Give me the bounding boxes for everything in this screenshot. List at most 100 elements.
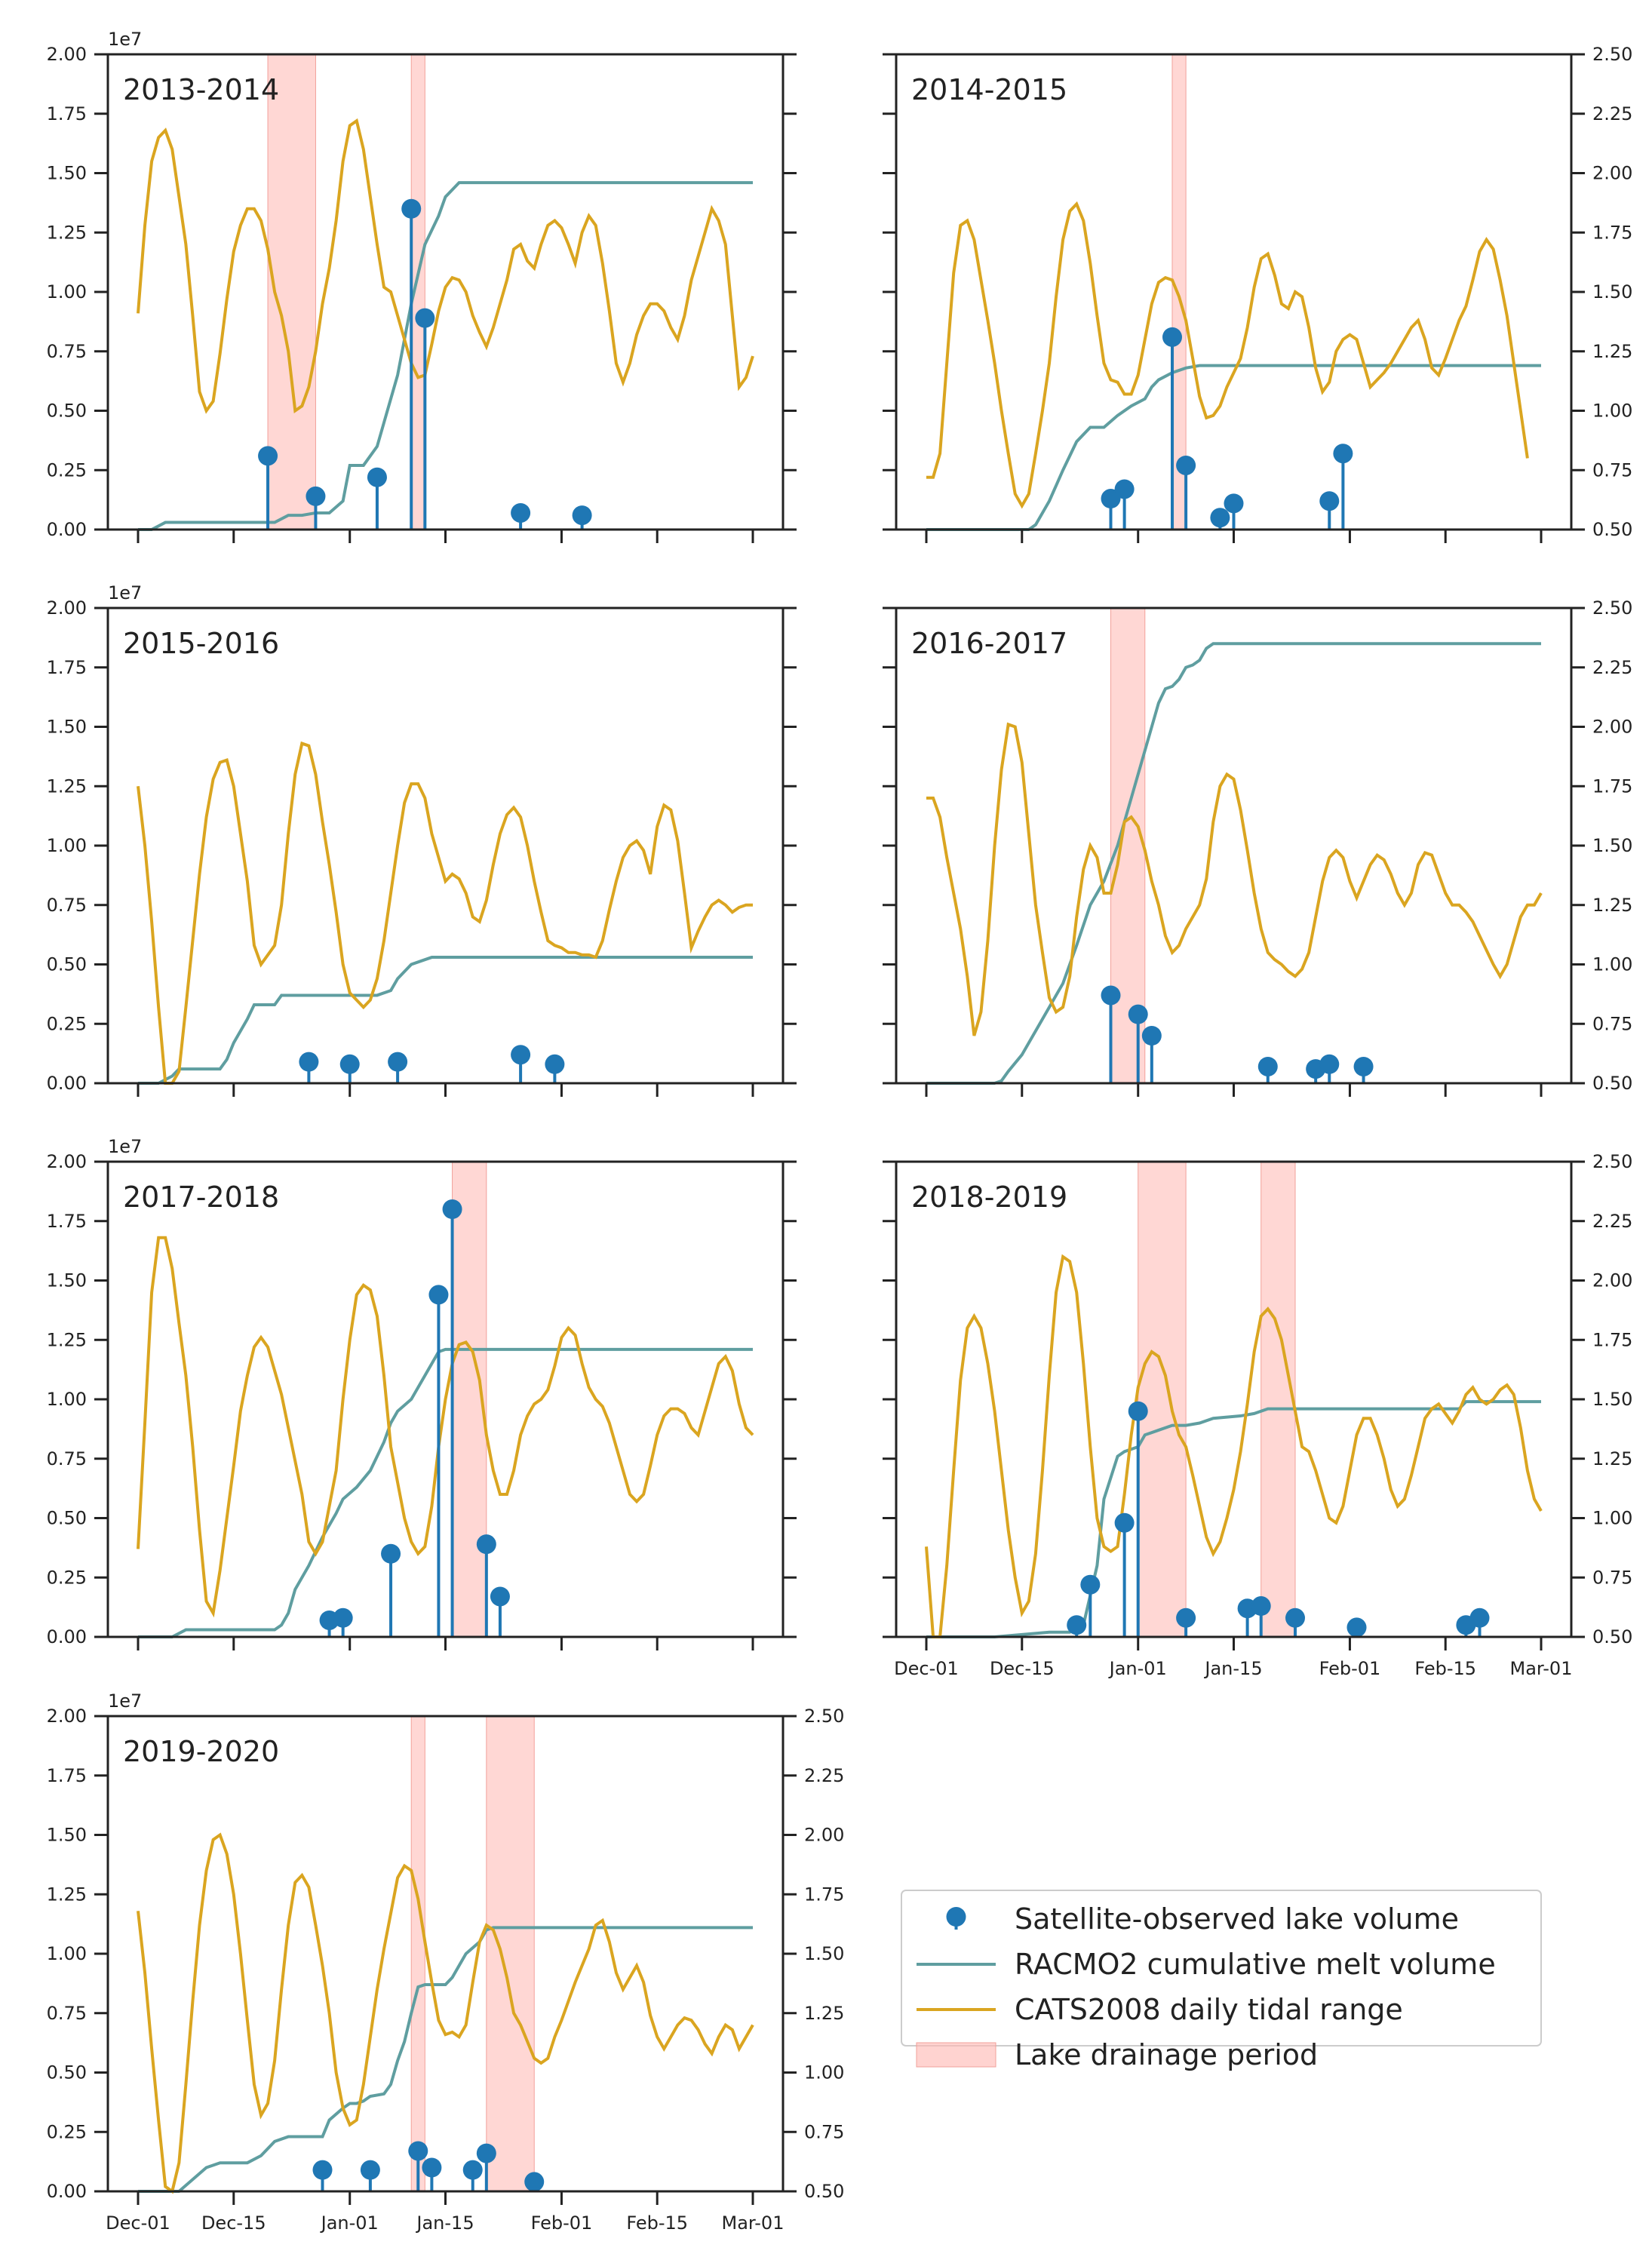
x-tick-label: Dec-15 bbox=[990, 1658, 1055, 1679]
axes-frame bbox=[895, 606, 1573, 1085]
right-tick-label: 1.00 bbox=[1592, 1508, 1632, 1529]
lake-point bbox=[1251, 1596, 1271, 1617]
lake-point bbox=[476, 1534, 496, 1555]
left-tick-label: 0.50 bbox=[47, 401, 87, 422]
lake-point bbox=[1176, 455, 1196, 475]
lake-point bbox=[442, 1199, 462, 1219]
right-tick-label: 0.50 bbox=[804, 2181, 844, 2202]
legend: Satellite-observed lake volume RACMO2 cum… bbox=[901, 1890, 1542, 2071]
lake-point bbox=[1176, 1607, 1196, 1628]
left-tick-label: 1.75 bbox=[47, 1211, 87, 1232]
left-tick-label: 0.50 bbox=[47, 1508, 87, 1529]
panel-2013-2014: 0.00 0.25 0.50 0.75 1.00 1.25 1.50 1.75 2.00 1e7 2… bbox=[47, 29, 797, 543]
panel-2019-2020: 0.00 0.25 0.50 0.75 1.00 1.25 1.50 1.75 2.00 1e7 0… bbox=[47, 1690, 845, 2234]
lake-point bbox=[1224, 493, 1244, 514]
lake-point bbox=[401, 198, 422, 219]
lake-point bbox=[476, 2143, 496, 2163]
lake-point bbox=[1080, 1574, 1101, 1595]
lake-point bbox=[415, 308, 435, 328]
lake-point bbox=[1469, 1607, 1490, 1628]
panel-2017-2018: 0.00 0.25 0.50 0.75 1.00 1.25 1.50 1.75 2.00 1e7 2… bbox=[47, 1136, 797, 1650]
right-tick-label: 2.00 bbox=[804, 1825, 844, 1846]
tide-series-line bbox=[925, 1254, 1543, 1638]
lake-point bbox=[511, 502, 531, 523]
lake-point bbox=[381, 1543, 401, 1564]
x-tick-label: Jan-15 bbox=[1203, 1658, 1262, 1679]
right-tick-label: 1.25 bbox=[1592, 895, 1632, 916]
lake-point bbox=[1114, 479, 1135, 499]
right-tick-label: 0.75 bbox=[804, 2121, 844, 2142]
panel-title: 2015-2016 bbox=[123, 627, 279, 660]
lake-point bbox=[312, 2160, 333, 2180]
tide-series-line bbox=[926, 722, 1543, 1036]
axes-frame bbox=[106, 606, 785, 1085]
tide-series-line bbox=[137, 1832, 754, 2194]
right-tick-label: 2.50 bbox=[1592, 597, 1632, 619]
lake-point bbox=[1319, 491, 1340, 511]
tide-series-line bbox=[137, 118, 754, 414]
lake-point bbox=[1210, 508, 1230, 528]
left-tick-label: 0.25 bbox=[47, 459, 87, 481]
left-axis-multiplier: 1e7 bbox=[108, 1690, 142, 1712]
tide-series-line bbox=[137, 741, 753, 1085]
left-tick-label: 0.00 bbox=[47, 1073, 87, 1094]
lake-point bbox=[1067, 1615, 1087, 1635]
right-tick-label: 1.50 bbox=[1592, 1389, 1632, 1410]
lake-point bbox=[490, 1586, 510, 1607]
left-tick-label: 1.25 bbox=[47, 775, 87, 797]
right-tick-label: 1.25 bbox=[1592, 341, 1632, 362]
left-tick-label: 0.25 bbox=[47, 1567, 87, 1588]
lake-point bbox=[388, 1052, 408, 1072]
lake-point bbox=[428, 1285, 449, 1305]
lake-point bbox=[333, 1607, 353, 1628]
lake-point bbox=[572, 505, 592, 526]
right-tick-label: 1.00 bbox=[1592, 401, 1632, 422]
right-tick-label: 2.25 bbox=[1592, 657, 1632, 678]
left-tick-label: 0.75 bbox=[47, 2003, 87, 2024]
lake-point bbox=[1333, 444, 1353, 464]
left-tick-label: 1.50 bbox=[47, 1825, 87, 1846]
left-axis-multiplier: 1e7 bbox=[108, 582, 142, 603]
drainage-period-band bbox=[410, 1715, 425, 2192]
left-tick-label: 1.50 bbox=[47, 717, 87, 738]
left-tick-label: 0.00 bbox=[47, 1626, 87, 1647]
left-tick-label: 0.00 bbox=[47, 519, 87, 540]
panel-2018-2019: 0.50 0.75 1.00 1.25 1.50 1.75 2.00 2.25 2.50 Dec-… bbox=[883, 1151, 1632, 1679]
right-tick-label: 2.00 bbox=[1592, 163, 1632, 184]
right-tick-label: 0.75 bbox=[1592, 1013, 1632, 1034]
panel-title: 2014-2015 bbox=[911, 73, 1067, 106]
melt-series-line bbox=[138, 181, 753, 531]
right-tick-label: 2.00 bbox=[1592, 1270, 1632, 1291]
left-tick-label: 1.00 bbox=[47, 281, 87, 302]
right-tick-label: 2.50 bbox=[1592, 44, 1632, 65]
right-tick-label: 0.75 bbox=[1592, 1567, 1632, 1588]
melt-series-line bbox=[926, 364, 1541, 531]
right-tick-label: 0.50 bbox=[1592, 1073, 1632, 1094]
tide-series-line bbox=[137, 1236, 754, 1618]
right-tick-label: 1.75 bbox=[1592, 775, 1632, 797]
right-tick-label: 0.75 bbox=[1592, 459, 1632, 481]
left-tick-label: 1.50 bbox=[47, 163, 87, 184]
left-tick-label: 1.50 bbox=[47, 1270, 87, 1291]
x-tick-label: Jan-01 bbox=[320, 2212, 379, 2234]
x-tick-label: Feb-01 bbox=[531, 2212, 593, 2234]
left-tick-label: 2.00 bbox=[47, 44, 87, 65]
x-tick-label: Jan-01 bbox=[1108, 1658, 1167, 1679]
left-tick-label: 0.50 bbox=[47, 954, 87, 975]
lake-point bbox=[1353, 1056, 1374, 1076]
left-tick-label: 0.00 bbox=[47, 2181, 87, 2202]
left-tick-label: 2.00 bbox=[47, 597, 87, 619]
right-tick-label: 0.50 bbox=[1592, 519, 1632, 540]
legend-label: Lake drainage period bbox=[1015, 2038, 1318, 2071]
lake-point bbox=[545, 1054, 565, 1074]
left-tick-label: 1.00 bbox=[47, 1943, 87, 1964]
left-tick-label: 1.75 bbox=[47, 103, 87, 124]
right-tick-label: 0.50 bbox=[1592, 1626, 1632, 1647]
left-tick-label: 1.75 bbox=[47, 657, 87, 678]
left-tick-label: 1.75 bbox=[47, 1765, 87, 1786]
lake-point bbox=[306, 486, 326, 506]
right-tick-label: 2.50 bbox=[804, 1706, 844, 1727]
lake-point bbox=[339, 1054, 360, 1074]
panel-2014-2015: 0.50 0.75 1.00 1.25 1.50 1.75 2.00 2.25 2.50 2014… bbox=[883, 44, 1632, 543]
lake-point bbox=[1257, 1056, 1278, 1076]
